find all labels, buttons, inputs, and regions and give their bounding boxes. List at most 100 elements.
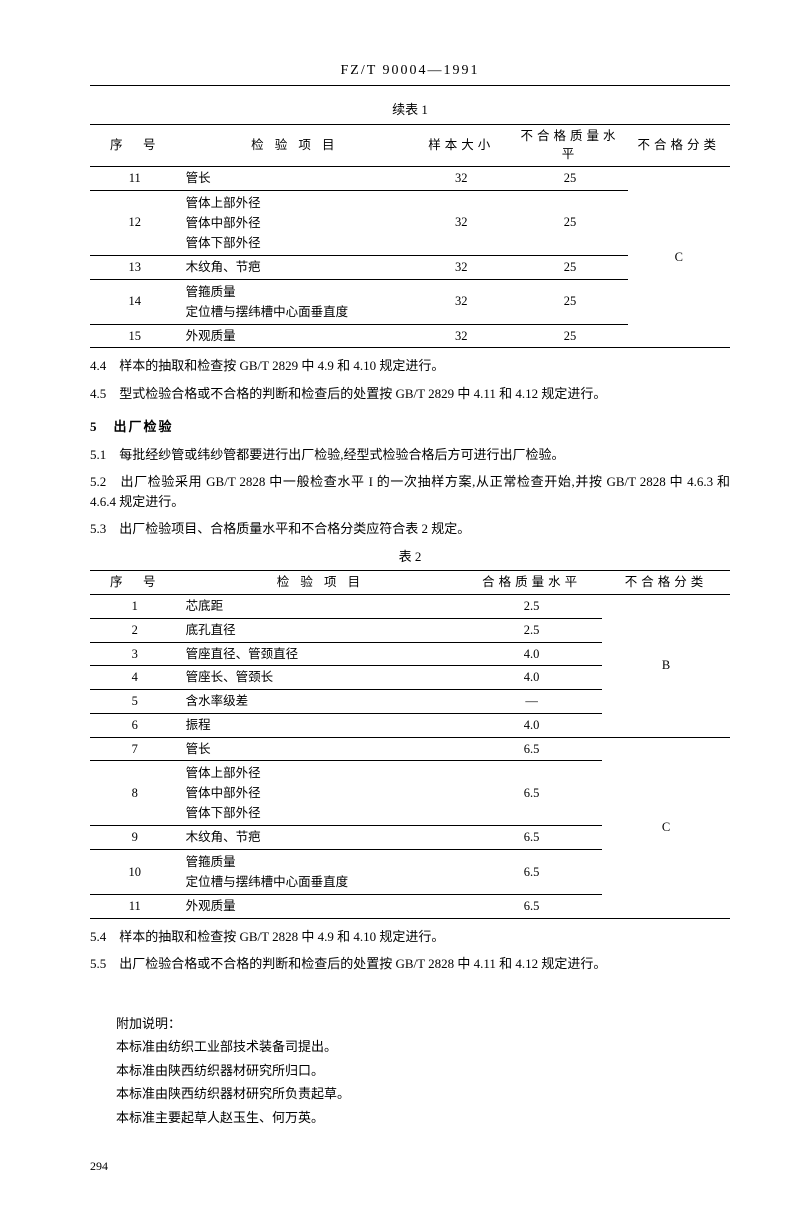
cell-no: 10 xyxy=(90,850,180,895)
cell-no: 11 xyxy=(90,167,180,191)
cell-sample: 32 xyxy=(410,167,512,191)
table1-caption: 续表 1 xyxy=(90,100,730,120)
cell-class: B xyxy=(602,595,730,738)
paragraph-4-5: 4.5 型式检验合格或不合格的判断和检查后的处置按 GB/T 2829 中 4.… xyxy=(90,384,730,404)
cell-item: 管箍质量 定位槽与摆纬槽中心面垂直度 xyxy=(180,279,410,324)
table-row: 1 芯底距 2.5 B xyxy=(90,595,730,619)
notes-block: 附加说明： 本标准由纺织工业部技术装备司提出。 本标准由陕西纺织器材研究所归口。… xyxy=(90,1014,730,1128)
cell-item: 外观质量 xyxy=(180,895,462,919)
cell-level: 6.5 xyxy=(461,761,602,826)
cell-subline: 定位槽与摆纬槽中心面垂直度 xyxy=(186,872,456,892)
cell-subline: 管箍质量 xyxy=(186,852,456,872)
cell-item: 管体上部外径 管体中部外径 管体下部外径 xyxy=(180,190,410,255)
section-5-title: 5 出厂检验 xyxy=(90,417,730,437)
cell-level: 4.0 xyxy=(461,642,602,666)
cell-no: 9 xyxy=(90,826,180,850)
cell-item: 木纹角、节疤 xyxy=(180,255,410,279)
cell-no: 4 xyxy=(90,666,180,690)
cell-no: 8 xyxy=(90,761,180,826)
cell-no: 7 xyxy=(90,737,180,761)
paragraph-5-3: 5.3 出厂检验项目、合格质量水平和不合格分类应符合表 2 规定。 xyxy=(90,519,730,539)
cell-subline: 管体上部外径 xyxy=(186,763,456,783)
cell-subline: 管体上部外径 xyxy=(186,193,404,213)
cell-level: 25 xyxy=(512,167,627,191)
cell-subline: 定位槽与摆纬槽中心面垂直度 xyxy=(186,302,404,322)
cell-no: 13 xyxy=(90,255,180,279)
cell-item: 振程 xyxy=(180,713,462,737)
cell-subline: 管体下部外径 xyxy=(186,803,456,823)
cell-item: 底孔直径 xyxy=(180,618,462,642)
cell-subline: 管体下部外径 xyxy=(186,233,404,253)
cell-subline: 管体中部外径 xyxy=(186,783,456,803)
cell-no: 11 xyxy=(90,895,180,919)
cell-level: 25 xyxy=(512,324,627,348)
cell-level: 2.5 xyxy=(461,618,602,642)
table1-header-row: 序 号 检 验 项 目 样本大小 不合格质量水平 不合格分类 xyxy=(90,124,730,167)
col-sample: 样本大小 xyxy=(410,124,512,167)
cell-sample: 32 xyxy=(410,324,512,348)
cell-level: 6.5 xyxy=(461,826,602,850)
col-no: 序 号 xyxy=(90,124,180,167)
col-item: 检 验 项 目 xyxy=(180,124,410,167)
cell-sample: 32 xyxy=(410,279,512,324)
cell-item: 管体上部外径 管体中部外径 管体下部外径 xyxy=(180,761,462,826)
note-line: 本标准由纺织工业部技术装备司提出。 xyxy=(90,1037,730,1057)
cell-class: C xyxy=(602,737,730,918)
cell-level: 25 xyxy=(512,190,627,255)
cell-level: 6.5 xyxy=(461,850,602,895)
paragraph-4-4: 4.4 样本的抽取和检查按 GB/T 2829 中 4.9 和 4.10 规定进… xyxy=(90,356,730,376)
cell-level: 2.5 xyxy=(461,595,602,619)
table-row: 11 管长 32 25 C xyxy=(90,167,730,191)
cell-item: 含水率级差 xyxy=(180,690,462,714)
cell-subline: 管箍质量 xyxy=(186,282,404,302)
cell-item: 管长 xyxy=(180,737,462,761)
cell-no: 3 xyxy=(90,642,180,666)
cell-no: 5 xyxy=(90,690,180,714)
cell-no: 12 xyxy=(90,190,180,255)
cell-level: 4.0 xyxy=(461,713,602,737)
note-line: 本标准由陕西纺织器材研究所负责起草。 xyxy=(90,1084,730,1104)
col-class: 不合格分类 xyxy=(602,571,730,595)
cell-item: 芯底距 xyxy=(180,595,462,619)
cell-level: 25 xyxy=(512,279,627,324)
cell-level: 4.0 xyxy=(461,666,602,690)
table2-header-row: 序 号 检 验 项 目 合格质量水平 不合格分类 xyxy=(90,571,730,595)
cell-level: 6.5 xyxy=(461,737,602,761)
cell-no: 15 xyxy=(90,324,180,348)
cell-level: 25 xyxy=(512,255,627,279)
paragraph-5-1: 5.1 每批经纱管或纬纱管都要进行出厂检验,经型式检验合格后方可进行出厂检验。 xyxy=(90,445,730,465)
cell-no: 6 xyxy=(90,713,180,737)
doc-header: FZ/T 90004—1991 xyxy=(90,60,730,86)
paragraph-5-2: 5.2 出厂检验采用 GB/T 2828 中一般检查水平 I 的一次抽样方案,从… xyxy=(90,472,730,511)
cell-item: 外观质量 xyxy=(180,324,410,348)
cell-sample: 32 xyxy=(410,190,512,255)
cell-no: 2 xyxy=(90,618,180,642)
cell-item: 管座直径、管颈直径 xyxy=(180,642,462,666)
table2: 序 号 检 验 项 目 合格质量水平 不合格分类 1 芯底距 2.5 B 2 底… xyxy=(90,570,730,919)
cell-sample: 32 xyxy=(410,255,512,279)
paragraph-5-4: 5.4 样本的抽取和检查按 GB/T 2828 中 4.9 和 4.10 规定进… xyxy=(90,927,730,947)
col-no: 序 号 xyxy=(90,571,180,595)
page-number: 294 xyxy=(90,1157,730,1175)
cell-no: 1 xyxy=(90,595,180,619)
note-line: 本标准由陕西纺织器材研究所归口。 xyxy=(90,1061,730,1081)
notes-title: 附加说明： xyxy=(90,1014,730,1034)
col-class: 不合格分类 xyxy=(628,124,730,167)
cell-item: 管长 xyxy=(180,167,410,191)
table-row: 7 管长 6.5 C xyxy=(90,737,730,761)
cell-item: 管座长、管颈长 xyxy=(180,666,462,690)
cell-item: 管箍质量 定位槽与摆纬槽中心面垂直度 xyxy=(180,850,462,895)
table2-caption: 表 2 xyxy=(90,547,730,567)
col-item: 检 验 项 目 xyxy=(180,571,462,595)
table1: 序 号 检 验 项 目 样本大小 不合格质量水平 不合格分类 11 管长 32 … xyxy=(90,124,730,349)
cell-class: C xyxy=(628,167,730,348)
cell-subline: 管体中部外径 xyxy=(186,213,404,233)
paragraph-5-5: 5.5 出厂检验合格或不合格的判断和检查后的处置按 GB/T 2828 中 4.… xyxy=(90,954,730,974)
cell-level: 6.5 xyxy=(461,895,602,919)
cell-level: — xyxy=(461,690,602,714)
cell-no: 14 xyxy=(90,279,180,324)
cell-item: 木纹角、节疤 xyxy=(180,826,462,850)
col-level: 合格质量水平 xyxy=(461,571,602,595)
note-line: 本标准主要起草人赵玉生、何万英。 xyxy=(90,1108,730,1128)
col-level: 不合格质量水平 xyxy=(512,124,627,167)
